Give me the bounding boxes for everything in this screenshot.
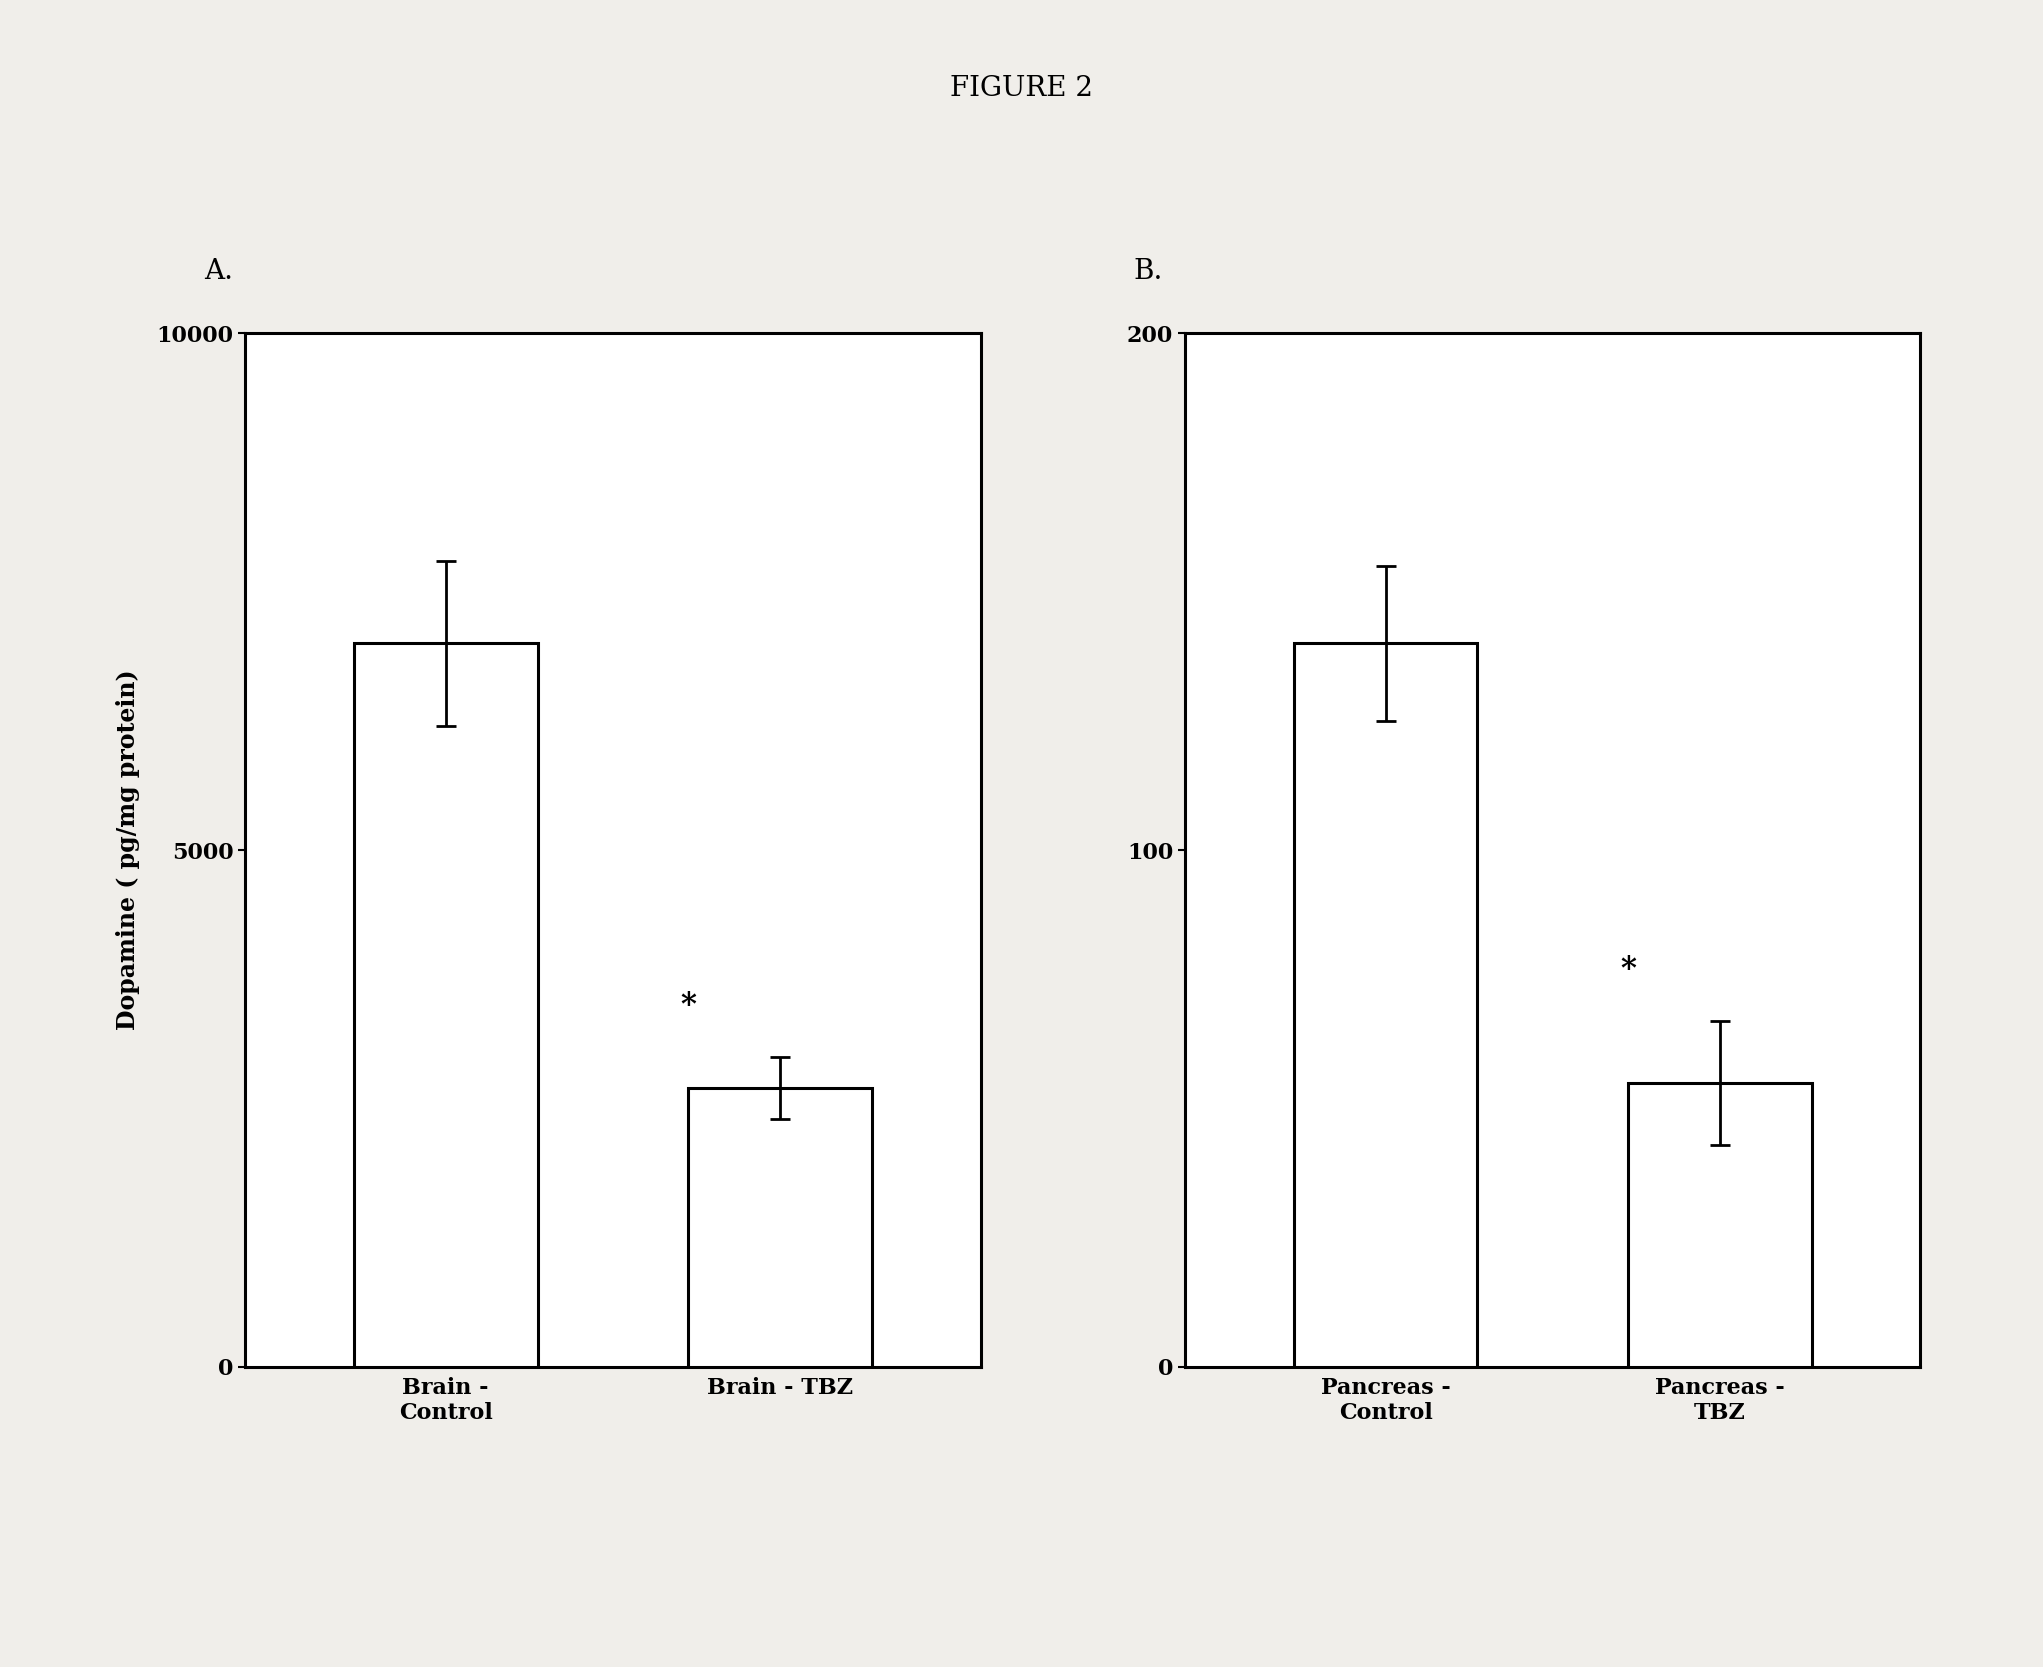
Bar <box>688 1089 872 1367</box>
Y-axis label: Dopamine ( pg/mg protein): Dopamine ( pg/mg protein) <box>116 670 139 1030</box>
Text: *: * <box>680 990 697 1020</box>
Text: A.: A. <box>204 258 233 285</box>
Text: *: * <box>1620 954 1636 985</box>
Text: FIGURE 2: FIGURE 2 <box>950 75 1093 102</box>
Bar <box>1293 643 1477 1367</box>
Bar <box>1628 1084 1812 1367</box>
Bar <box>353 643 537 1367</box>
Text: B.: B. <box>1134 258 1162 285</box>
